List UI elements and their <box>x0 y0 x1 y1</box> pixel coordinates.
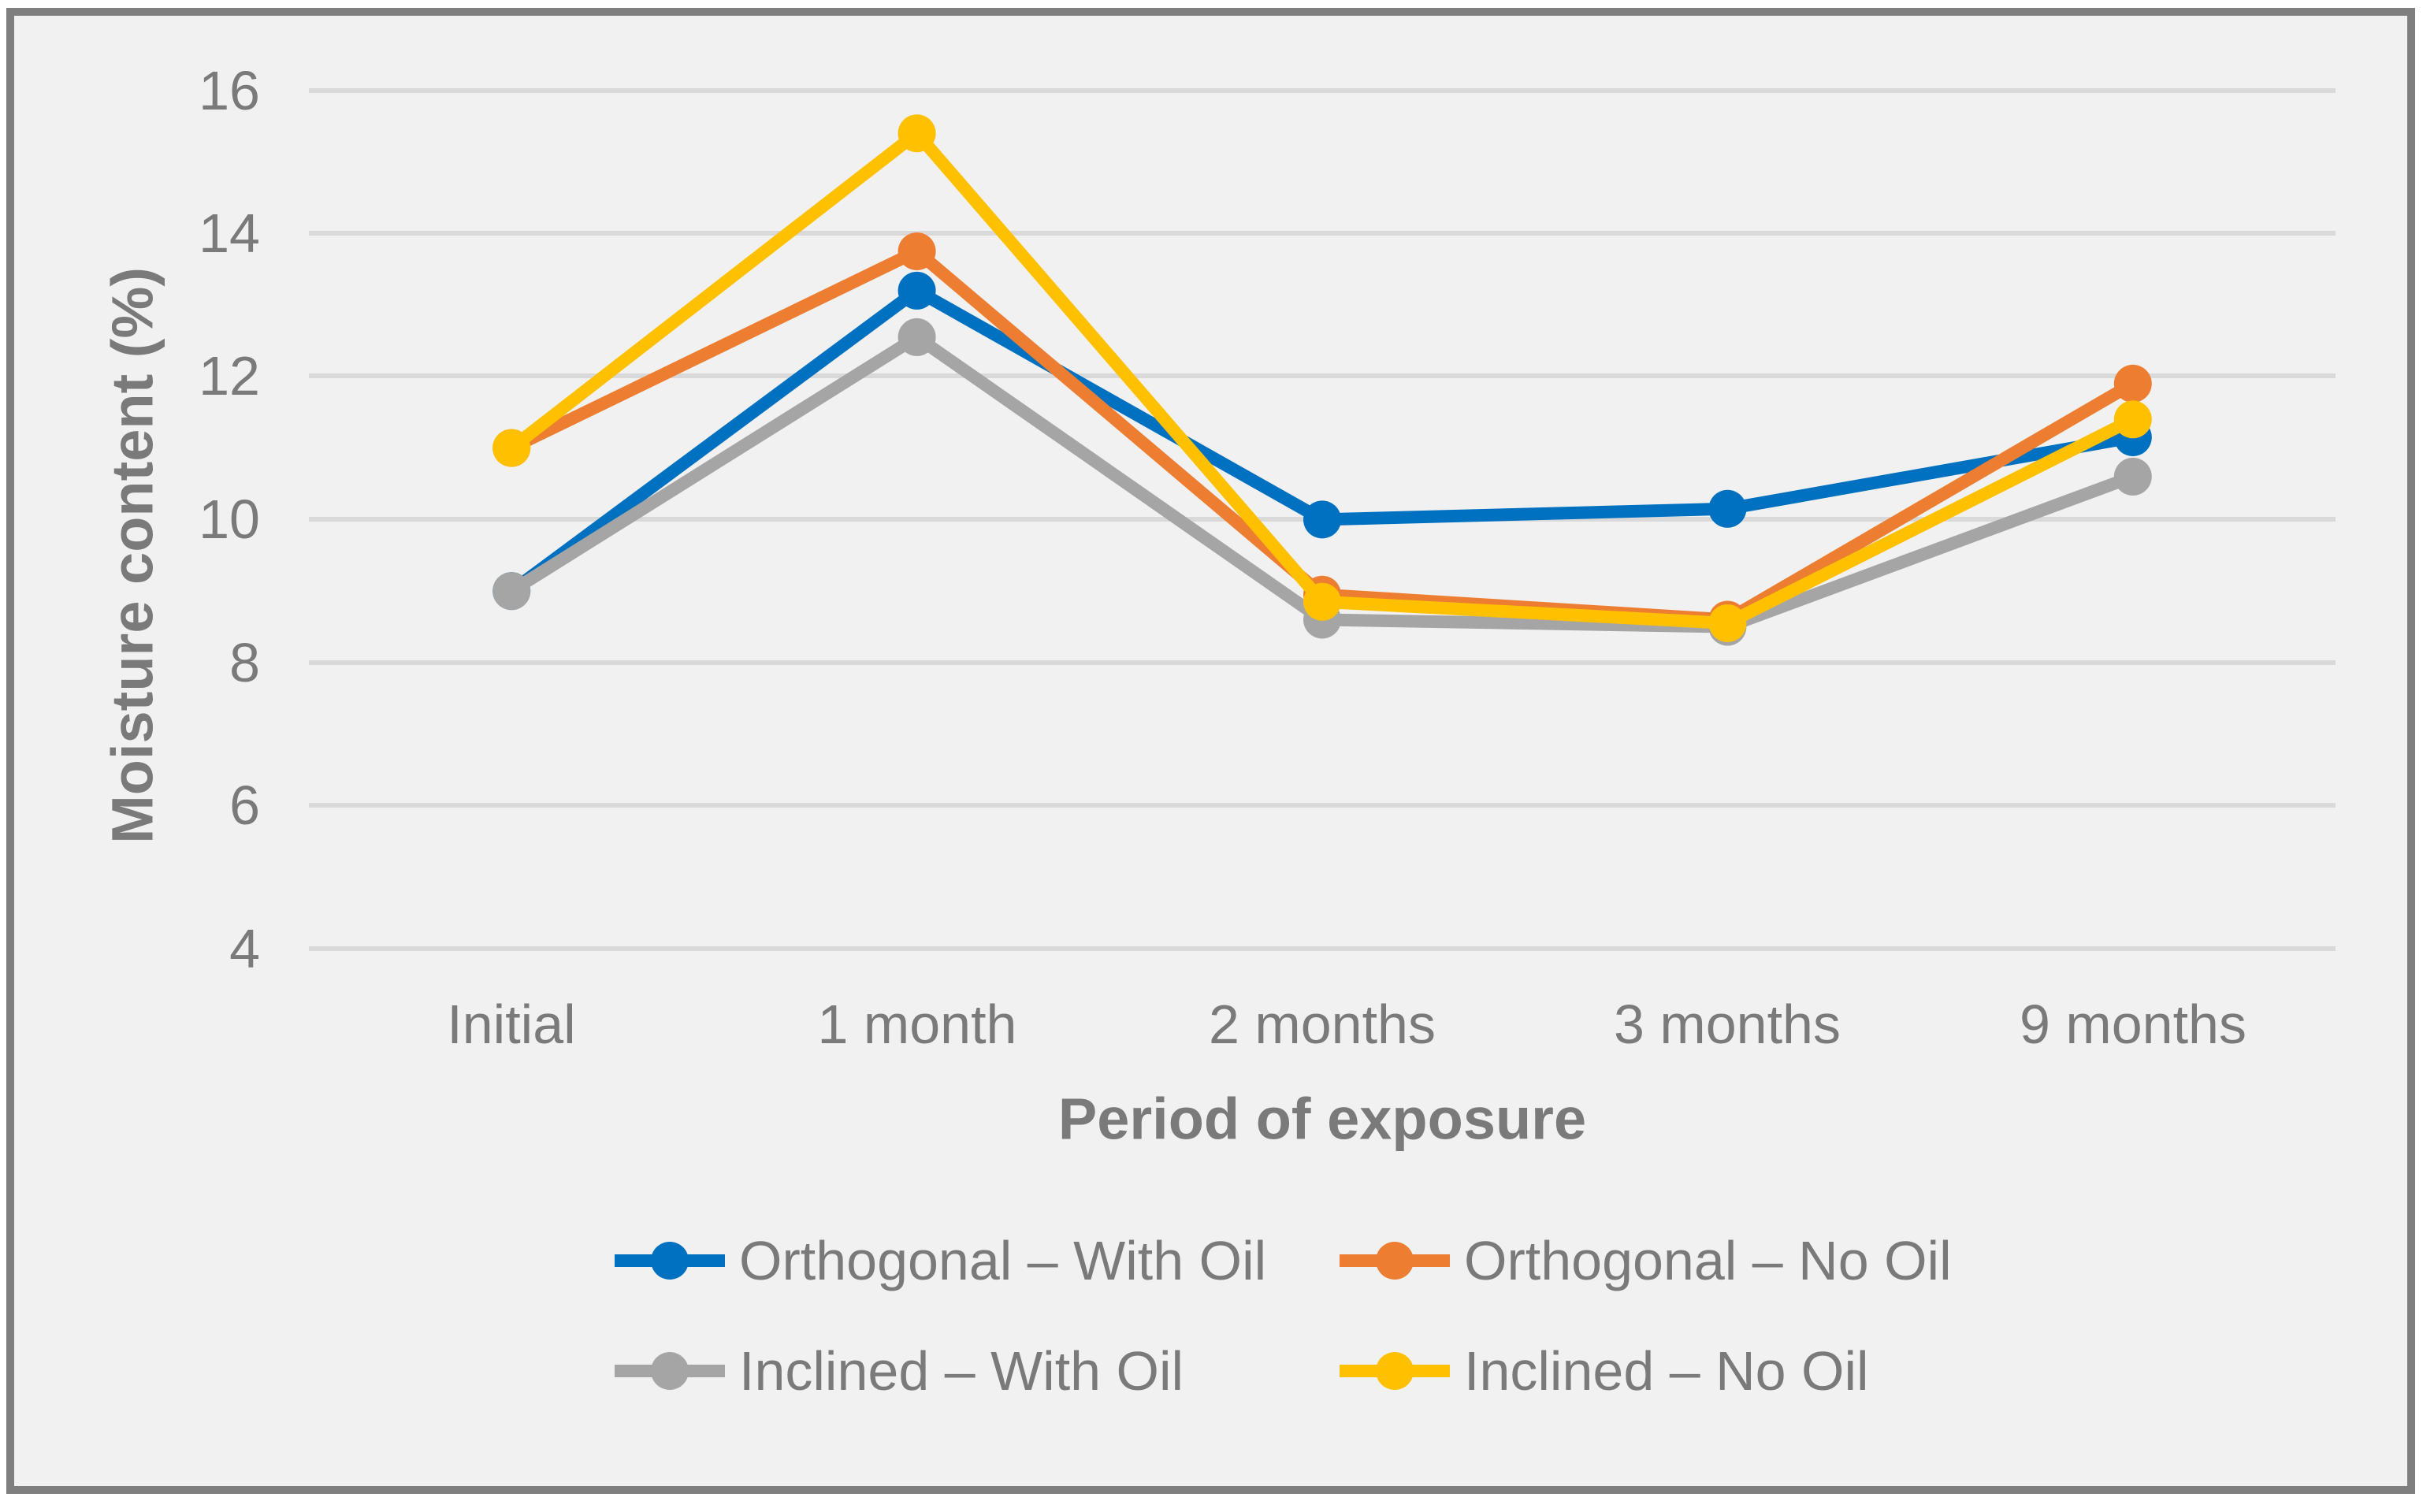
gridlines <box>309 88 2336 951</box>
data-point-marker <box>897 318 936 356</box>
data-point-marker <box>1303 582 1341 621</box>
data-point-marker <box>2113 400 2152 439</box>
legend-label: Orthogonal – No Oil <box>1464 1230 1952 1291</box>
data-point-marker <box>897 232 936 270</box>
chart-frame <box>6 8 2415 1494</box>
y-tick-14: 14 <box>199 202 260 264</box>
y-tick-12: 12 <box>199 345 260 407</box>
legend-item-inclined-with-oil: Inclined – With Oil <box>615 1340 1184 1402</box>
legend-label: Inclined – With Oil <box>739 1340 1184 1402</box>
data-point-marker <box>1708 604 1747 642</box>
x-tick-2-months: 2 months <box>1209 994 1436 1055</box>
legend-marker-icon <box>1376 1242 1414 1280</box>
x-tick-1-month: 1 month <box>818 994 1017 1055</box>
legend-item-orthogonal-with-oil: Orthogonal – With Oil <box>615 1230 1266 1291</box>
legend-marker-icon <box>1376 1352 1414 1390</box>
y-tick-10: 10 <box>199 489 260 550</box>
data-point-marker <box>1708 489 1747 528</box>
y-tick-6: 6 <box>229 775 260 836</box>
data-point-marker <box>897 271 936 310</box>
x-axis-tick-labels: Initial 1 month 2 months 3 months 9 mont… <box>447 994 2246 1055</box>
legend: Orthogonal – With Oil Orthogonal – No Oi… <box>615 1230 1952 1402</box>
series-layer <box>492 114 2152 646</box>
data-point-marker <box>2113 364 2152 403</box>
y-tick-8: 8 <box>229 632 260 693</box>
legend-item-orthogonal-no-oil: Orthogonal – No Oil <box>1340 1230 1952 1291</box>
legend-item-inclined-no-oil: Inclined – No Oil <box>1340 1340 1869 1402</box>
y-tick-4: 4 <box>229 918 260 979</box>
x-tick-3-months: 3 months <box>1614 994 1841 1055</box>
y-axis-tick-labels: 16 14 12 10 8 6 4 <box>199 60 260 979</box>
data-point-marker <box>2113 457 2152 496</box>
data-point-marker <box>1303 500 1341 539</box>
y-tick-16: 16 <box>199 60 260 121</box>
data-point-marker <box>492 429 531 467</box>
legend-label: Inclined – No Oil <box>1464 1340 1869 1402</box>
x-tick-initial: Initial <box>447 994 575 1055</box>
data-point-marker <box>492 572 531 611</box>
legend-marker-icon <box>651 1242 689 1280</box>
legend-label: Orthogonal – With Oil <box>739 1230 1266 1291</box>
x-axis-title: Period of exposure <box>1058 1087 1586 1152</box>
x-tick-9-months: 9 months <box>2020 994 2246 1055</box>
data-point-marker <box>897 114 936 153</box>
legend-marker-icon <box>651 1352 689 1390</box>
y-axis-title: Moisture content (%) <box>100 267 165 844</box>
